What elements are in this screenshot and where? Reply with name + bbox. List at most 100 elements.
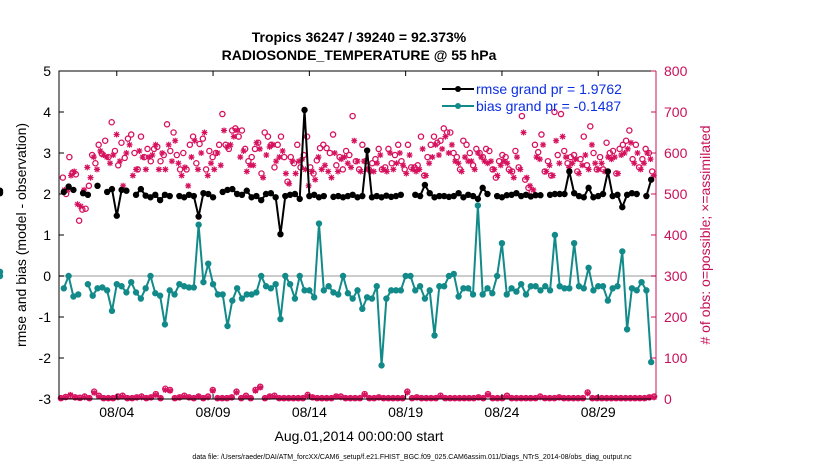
assimilated-obs-marker xyxy=(520,129,527,136)
chart-title: Tropics 36247 / 39240 = 92.373% xyxy=(252,29,467,45)
rmse-point xyxy=(484,190,491,198)
y-right-tick-label: 400 xyxy=(664,227,688,243)
possible-obs-marker xyxy=(261,129,268,136)
assimilated-obs-low-marker xyxy=(565,395,572,402)
assimilated-obs-low-marker xyxy=(261,395,268,402)
plot-background xyxy=(59,71,656,399)
rmse-point xyxy=(296,195,303,203)
legend-swatch-marker xyxy=(455,86,461,92)
bias-point xyxy=(123,289,130,296)
assimilated-obs-low-marker xyxy=(129,395,136,402)
rmse-point xyxy=(614,191,621,199)
assimilated-obs-low-marker xyxy=(480,395,487,402)
y-right-tick-label: 600 xyxy=(664,145,688,161)
assimilated-obs-marker xyxy=(250,162,257,169)
assimilated-obs-marker xyxy=(253,139,260,146)
assimilated-obs-marker xyxy=(585,166,592,173)
assimilated-obs-marker xyxy=(403,170,410,177)
assimilated-obs-low-marker xyxy=(423,395,430,402)
bias-point xyxy=(532,283,539,290)
assimilated-obs-marker xyxy=(211,166,218,173)
assimilated-obs-marker xyxy=(318,166,325,173)
assimilated-obs-marker xyxy=(168,158,175,165)
assimilated-obs-low-marker xyxy=(603,395,610,402)
y-left-tick-label: 4 xyxy=(43,104,51,120)
bias-point xyxy=(513,288,520,295)
bias-point xyxy=(349,295,356,302)
assimilated-obs-low-marker xyxy=(280,395,287,402)
assimilated-obs-marker xyxy=(546,162,553,169)
assimilated-obs-low-marker xyxy=(110,395,117,402)
assimilated-obs-low-marker xyxy=(352,395,359,402)
y-left-tick-label: -3 xyxy=(39,391,52,407)
assimilated-obs-low-marker xyxy=(62,394,69,401)
bias-point xyxy=(416,283,424,290)
x-axis-label: Aug.01,2014 00:00:00 start xyxy=(275,428,444,444)
bias-point xyxy=(623,326,631,333)
bias-point xyxy=(296,272,303,280)
assimilated-obs-low-marker xyxy=(537,394,544,401)
assimilated-obs-marker xyxy=(478,154,485,161)
assimilated-obs-low-marker xyxy=(366,395,373,402)
assimilated-obs-low-marker xyxy=(399,395,406,402)
y-left-tick-label: -1 xyxy=(39,309,52,325)
assimilated-obs-marker xyxy=(393,160,400,167)
possible-obs-marker xyxy=(531,141,539,149)
bias-point xyxy=(397,287,405,294)
assimilated-obs-marker xyxy=(647,156,654,163)
possible-obs-marker xyxy=(79,206,86,213)
assimilated-obs-low-marker xyxy=(470,395,477,402)
bias-point xyxy=(335,291,342,298)
bias-point xyxy=(238,295,246,302)
assimilated-obs-marker xyxy=(338,156,345,163)
assimilated-obs-marker xyxy=(562,154,569,161)
assimilated-obs-low-marker xyxy=(375,394,382,401)
rmse-point xyxy=(70,186,77,194)
bias-point xyxy=(493,272,501,280)
assimilated-obs-marker xyxy=(286,180,293,187)
assimilated-obs-low-marker xyxy=(242,393,249,400)
bias-point xyxy=(152,290,159,297)
assimilated-obs-marker xyxy=(67,172,74,179)
bias-point xyxy=(118,283,125,290)
assimilated-obs-marker xyxy=(641,160,648,167)
bias-point xyxy=(205,260,212,267)
assimilated-obs-marker xyxy=(325,168,332,175)
rmse-point xyxy=(209,194,217,201)
assimilated-obs-marker xyxy=(517,166,524,173)
assimilated-obs-low-marker xyxy=(361,391,368,398)
assimilated-obs-low-marker xyxy=(143,395,150,402)
assimilated-obs-marker xyxy=(530,186,537,193)
assimilated-obs-marker xyxy=(113,131,120,138)
rmse-point xyxy=(152,191,159,199)
rmse-point xyxy=(460,194,467,201)
bias-point xyxy=(522,291,530,298)
possible-obs-marker xyxy=(463,141,470,149)
possible-obs-marker xyxy=(196,140,203,148)
bias-point xyxy=(315,220,323,227)
bias-point xyxy=(614,283,621,290)
assimilated-obs-low-marker xyxy=(124,395,131,402)
assimilated-obs-marker xyxy=(435,152,442,159)
assimilated-obs-marker xyxy=(569,160,576,167)
bias-point xyxy=(60,285,68,292)
assimilated-obs-marker xyxy=(527,182,534,189)
assimilated-obs-low-marker xyxy=(171,395,178,402)
rmse-point xyxy=(195,213,202,220)
possible-obs-marker xyxy=(170,129,177,136)
assimilated-obs-marker xyxy=(172,137,179,144)
possible-obs-marker xyxy=(551,108,558,116)
legend-entry-label: rmse grand pr = 1.9762 xyxy=(476,81,622,97)
assimilated-obs-marker xyxy=(315,154,322,161)
assimilated-obs-low-marker xyxy=(598,395,605,402)
assimilated-obs-low-marker xyxy=(95,393,102,400)
assimilated-obs-marker xyxy=(165,141,172,148)
rmse-point xyxy=(537,192,544,199)
assimilated-obs-marker xyxy=(214,150,221,156)
assimilated-obs-marker xyxy=(107,160,114,167)
assimilated-obs-marker xyxy=(263,152,270,159)
possible-obs-marker xyxy=(108,119,115,126)
assimilated-obs-low-marker xyxy=(385,395,392,402)
bias-point xyxy=(156,292,164,299)
rmse-point xyxy=(272,194,279,201)
